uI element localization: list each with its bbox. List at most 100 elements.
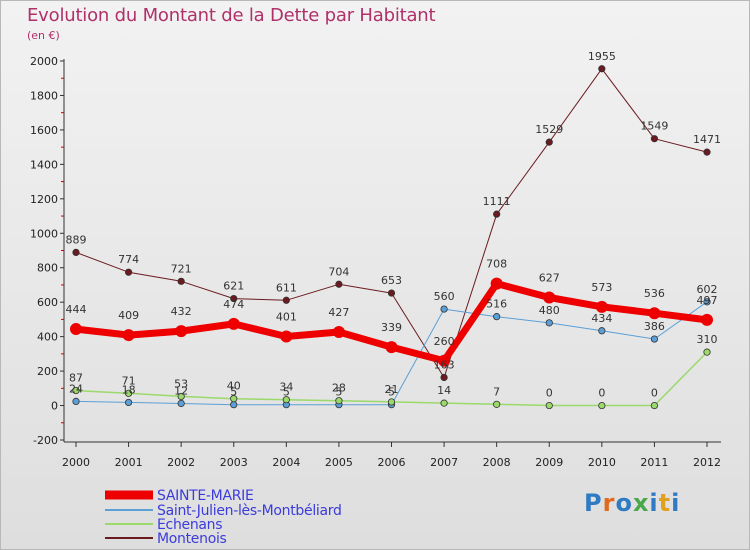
data-label: 621 [223, 280, 244, 293]
data-label: 474 [223, 298, 244, 311]
data-label: 5 [335, 386, 342, 399]
data-label: 627 [539, 272, 560, 285]
data-point [175, 325, 188, 338]
logo-letter: o [615, 489, 633, 517]
data-point [595, 300, 608, 313]
data-label: 0 [651, 387, 658, 400]
data-point [545, 401, 553, 410]
data-label: 432 [171, 305, 192, 318]
y-tick-label: 1600 [30, 124, 58, 137]
chart-title: Evolution du Montant de la Dette par Hab… [27, 5, 436, 26]
data-point [545, 319, 553, 327]
data-label: 7 [493, 385, 500, 398]
y-tick-label: 1400 [30, 158, 58, 171]
y-tick-label: 0 [51, 400, 58, 413]
legend-label: Montenois [157, 531, 227, 547]
data-point [70, 323, 82, 336]
data-label: 497 [697, 294, 718, 307]
data-label: 24 [69, 382, 83, 395]
data-point [385, 341, 398, 354]
legend-label: Saint-Julien-lès-Montbéliard [157, 503, 342, 519]
data-point [703, 148, 711, 156]
data-point [124, 389, 133, 397]
y-tick-label: 1200 [30, 193, 58, 206]
data-point [701, 313, 713, 326]
y-tick-label: 400 [37, 331, 58, 344]
logo-letter: r [602, 489, 616, 517]
legend-label: SAINTE-MARIE [157, 488, 254, 504]
data-point [440, 399, 448, 407]
data-label: 53 [174, 377, 188, 390]
data-point [440, 305, 448, 313]
data-label: 1549 [640, 120, 668, 133]
x-tick-label: 2010 [588, 456, 616, 469]
data-point [177, 399, 185, 408]
data-point [122, 329, 135, 342]
data-label: 339 [381, 321, 402, 334]
x-tick-label: 2011 [640, 456, 668, 469]
data-point [650, 135, 659, 143]
data-label: 386 [644, 320, 665, 333]
data-label: 260 [434, 335, 455, 348]
data-point [332, 325, 345, 338]
legend-label: Echenans [157, 517, 222, 533]
data-label: 889 [66, 233, 87, 246]
data-label: 87 [69, 372, 83, 385]
data-label: 401 [276, 310, 297, 323]
data-point [72, 386, 80, 395]
x-tick-label: 2000 [62, 456, 90, 469]
x-tick-label: 2008 [483, 456, 511, 469]
data-point [177, 392, 185, 401]
x-tick-label: 2012 [693, 456, 721, 469]
data-point [493, 313, 501, 321]
data-point [124, 268, 133, 276]
data-label: 536 [644, 287, 665, 300]
y-tick-label: 800 [37, 262, 58, 275]
data-point [282, 396, 290, 404]
data-label: 5 [388, 386, 395, 399]
data-label: 427 [328, 306, 349, 319]
data-label: 560 [434, 290, 455, 303]
data-label: 5 [230, 386, 237, 399]
data-label: 708 [486, 258, 507, 271]
data-label: 573 [591, 281, 612, 294]
data-label: 14 [437, 384, 451, 397]
data-point [703, 298, 711, 306]
data-label: 5 [283, 386, 290, 399]
data-label: 434 [591, 312, 612, 325]
logo-letter: i [649, 489, 659, 517]
data-point [545, 138, 553, 146]
logo-letter: x [632, 489, 650, 517]
data-label: 12 [174, 384, 188, 397]
data-label: 18 [122, 383, 136, 396]
data-label: 1471 [693, 133, 721, 146]
data-point [335, 280, 343, 288]
data-point [72, 397, 80, 406]
data-label: 71 [122, 374, 136, 387]
data-point [598, 65, 606, 73]
y-tick-label: -200 [33, 434, 58, 447]
data-point [650, 401, 659, 410]
data-point [440, 373, 448, 382]
data-point [387, 289, 396, 297]
data-point [227, 317, 240, 330]
data-label: 1111 [483, 195, 511, 208]
data-point [177, 277, 185, 285]
logo-letter: i [671, 489, 681, 517]
data-label: 444 [66, 303, 87, 316]
logo-letter: P [584, 489, 603, 517]
x-tick-label: 2009 [535, 456, 563, 469]
y-tick-label: 200 [37, 365, 58, 378]
data-label: 1955 [588, 50, 616, 63]
data-point [282, 296, 290, 304]
proxiti-logo: Proxiti [584, 489, 680, 517]
data-label: 409 [118, 309, 139, 322]
unit-label: (en €) [27, 29, 60, 42]
data-label: 602 [697, 283, 718, 296]
data-label: 480 [539, 304, 560, 317]
data-label: 653 [381, 274, 402, 287]
data-point [543, 291, 556, 304]
data-point [493, 210, 501, 218]
